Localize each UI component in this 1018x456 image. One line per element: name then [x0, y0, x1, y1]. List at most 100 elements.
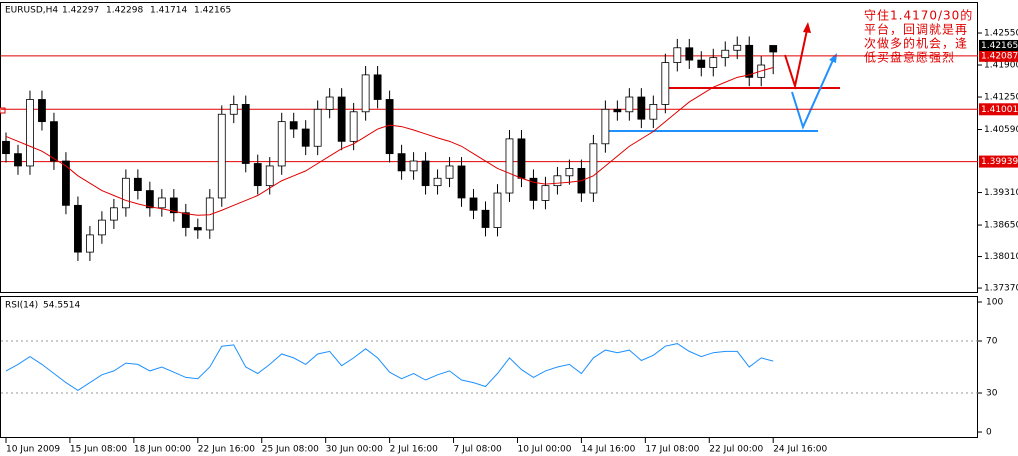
y-tick-label: 1.42550 [984, 29, 1018, 39]
candle-body [457, 165, 466, 199]
y-tick-label: 1.39310 [984, 188, 1018, 198]
x-tick-label: 18 Jun 00:00 [134, 445, 191, 455]
level-label-bg [979, 155, 1018, 168]
header-open: 1.42297 [62, 6, 99, 16]
level-marker [0, 107, 6, 114]
y-tick-label: 1.40590 [984, 125, 1018, 135]
x-tick-label: 10 Jun 2009 [6, 445, 60, 455]
level-label-bg [979, 49, 1018, 62]
candle-body [673, 47, 682, 63]
candle-body [62, 160, 70, 206]
candle-body [205, 197, 214, 231]
candle-body [481, 209, 490, 228]
annotation: 平台，回调就是再 [864, 22, 968, 37]
candle-body [50, 121, 58, 162]
y-tick-label: 1.41250 [984, 93, 1018, 103]
candle-body [565, 168, 574, 177]
arrow-head [829, 53, 837, 63]
rsi-line [5, 343, 774, 392]
candle-body [769, 45, 778, 53]
annotation: 低买盘意愿强烈 [864, 50, 955, 65]
candle-body [613, 108, 622, 113]
candle-body [361, 74, 370, 113]
candle-body [14, 153, 22, 167]
x-tick-label: 7 Jul 08:00 [454, 445, 503, 455]
candle-body [469, 197, 478, 211]
candle-body [745, 44, 754, 78]
candle-body [685, 47, 694, 61]
x-tick-label: 15 Jun 08:00 [70, 445, 127, 455]
rsi-title: RSI(14) [5, 301, 38, 311]
candle-body [397, 153, 406, 172]
x-tick-label: 22 Jun 16:00 [198, 445, 255, 455]
y-tick-label: 30 [986, 389, 998, 399]
candle-body [709, 57, 718, 68]
candle-body [181, 212, 190, 228]
y-tick-label: 1.38010 [984, 252, 1018, 262]
candle-body [313, 108, 322, 147]
candle-body [349, 111, 358, 142]
candle-body [193, 227, 202, 231]
candle-body [721, 49, 730, 59]
candle-body [373, 74, 382, 100]
arrow-head [803, 22, 811, 33]
x-tick-label: 25 Jun 08:00 [262, 445, 319, 455]
moving-average [5, 67, 774, 216]
candle-body [325, 96, 334, 110]
candle-body [505, 138, 514, 194]
candle-body [26, 99, 34, 167]
symbol-title: EURUSD,H4 [5, 6, 58, 16]
candle-body [289, 121, 298, 130]
candle-body [157, 197, 166, 209]
candle-body [38, 99, 46, 123]
candle-body [109, 207, 118, 221]
x-tick-label: 10 Jul 00:00 [517, 445, 571, 455]
candle-body [74, 204, 82, 253]
level-label: 1.39939 [981, 157, 1018, 167]
candle-body [2, 140, 10, 155]
current-price-bg [979, 39, 1018, 51]
level-label: 1.42087 [981, 51, 1018, 61]
annotation: 守住1.4170/30的 [864, 8, 973, 23]
candle-body [301, 128, 310, 147]
current-price-label: 1.42165 [981, 41, 1018, 51]
candle-body [241, 104, 250, 164]
y-tick-label: 1.41900 [984, 61, 1018, 71]
candle-body [517, 138, 526, 179]
candle-body [541, 185, 550, 201]
candle-body [277, 121, 286, 167]
candle-body [97, 219, 106, 236]
header-close: 1.42165 [194, 6, 231, 16]
candle-body [733, 44, 742, 51]
candle-body [217, 113, 226, 199]
candle-body [121, 177, 130, 209]
candle-body [661, 62, 670, 105]
level-label-bg [979, 103, 1018, 116]
candle-body [409, 160, 418, 172]
y-tick-label: 0 [986, 428, 992, 438]
x-tick-label: 14 Jul 16:00 [581, 445, 635, 455]
candle-body [337, 96, 346, 142]
candle-body [433, 177, 442, 187]
candle-body [637, 96, 646, 120]
y-tick-label: 1.37370 [984, 284, 1018, 294]
x-tick-label: 2 Jul 16:00 [390, 445, 439, 455]
candle-body [253, 163, 262, 187]
arrow [784, 29, 808, 90]
candle-body [133, 177, 142, 191]
header-high: 1.42298 [106, 6, 143, 16]
candle-body [625, 96, 634, 113]
y-tick-label: 100 [986, 297, 1003, 307]
candle-body [421, 160, 430, 187]
y-tick-label: 1.38650 [984, 221, 1018, 231]
rsi-value: 54.5514 [43, 301, 80, 311]
candle-body [649, 104, 658, 120]
price-panel [0, 2, 978, 293]
arrow [791, 59, 834, 130]
candle-body [697, 59, 706, 68]
candle-body [529, 177, 538, 201]
x-tick-label: 30 Jun 00:00 [326, 445, 383, 455]
candle-body [265, 165, 274, 187]
header-low: 1.41714 [150, 6, 187, 16]
